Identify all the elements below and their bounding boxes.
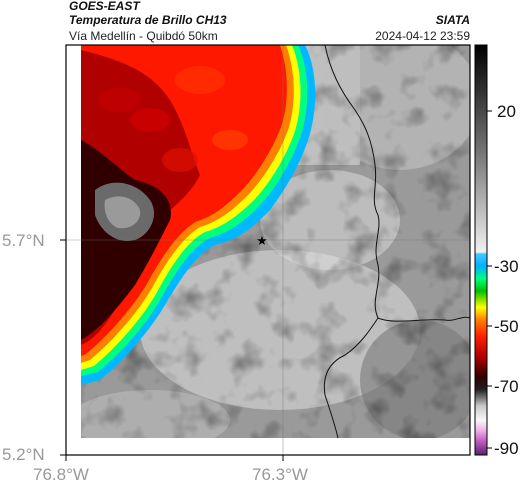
- border-line: [324, 44, 471, 322]
- y-tick-label: 5.2°N: [2, 445, 45, 464]
- agency-label: SIATA: [435, 13, 470, 27]
- map-border: [65, 44, 471, 456]
- region-subtitle: Vía Medellín - Quibdó 50km: [69, 29, 218, 43]
- product-title: Temperatura de Brillo CH13: [69, 13, 227, 27]
- colorbar: [474, 44, 488, 456]
- x-tick-label: 76.8°W: [33, 465, 89, 484]
- colorbar-label: 20: [497, 102, 516, 121]
- y-tick-label: 5.7°N: [2, 231, 45, 250]
- border-line-south: [323, 317, 379, 439]
- star-icon: ★: [256, 234, 268, 249]
- x-tick-label: 76.3°W: [252, 465, 308, 484]
- satellite-image: [81, 45, 470, 438]
- colorbar-label: -70: [494, 377, 519, 396]
- satellite-title: GOES-EAST: [69, 0, 140, 13]
- colorbar-label: -50: [494, 317, 519, 336]
- colorbar-label: -30: [494, 257, 519, 276]
- colorbar-label: -90: [494, 439, 519, 458]
- datetime-label: 2024-04-12 23:59: [375, 29, 470, 43]
